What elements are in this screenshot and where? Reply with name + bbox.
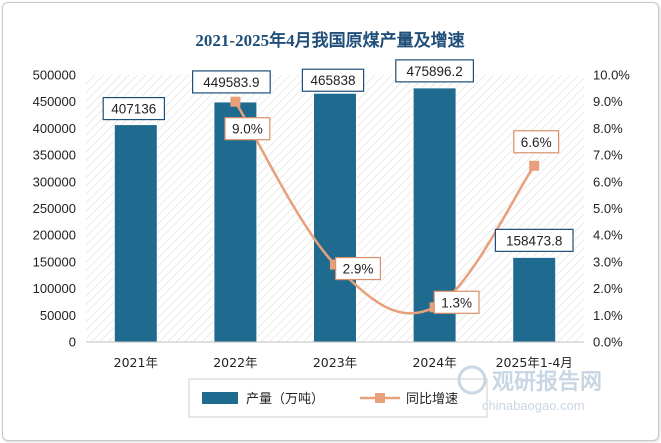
y-left-tick-label: 500000 bbox=[33, 68, 76, 83]
y-left-tick-label: 50000 bbox=[40, 308, 76, 323]
y-left-tick-label: 450000 bbox=[33, 94, 76, 109]
legend-bar-label: 产量（万吨） bbox=[246, 392, 324, 407]
line-data-label: 1.3% bbox=[441, 295, 472, 310]
watermark: 观研报告网 chinabaogao.com bbox=[457, 365, 602, 413]
line-data-label-box bbox=[335, 256, 382, 281]
y-left-tick-label: 100000 bbox=[33, 281, 76, 296]
y-right-tick-label: 3.0% bbox=[593, 254, 623, 269]
bar-data-label: 465838 bbox=[310, 73, 355, 88]
x-tick-label: 2024年 bbox=[412, 355, 456, 370]
x-tick-label: 2023年 bbox=[313, 355, 357, 370]
legend-bar-swatch bbox=[202, 392, 238, 404]
bar-data-label-box bbox=[301, 68, 365, 92]
line-data-label: 9.0% bbox=[232, 122, 263, 137]
bar-data-label: 449583.9 bbox=[203, 75, 259, 90]
line-data-label-box bbox=[224, 117, 271, 141]
y-left-tick-label: 350000 bbox=[33, 148, 76, 163]
growth-point bbox=[230, 96, 241, 107]
bar-data-label: 158473.8 bbox=[506, 233, 562, 248]
line-data-label: 6.6% bbox=[521, 135, 552, 150]
y-right-tick-label: 9.0% bbox=[593, 94, 623, 109]
line-data-label-box bbox=[513, 130, 560, 154]
bar-data-label: 407136 bbox=[111, 102, 156, 117]
bar-data-label-box bbox=[395, 59, 474, 83]
y-right-tick-label: 8.0% bbox=[593, 121, 623, 136]
growth-line bbox=[234, 101, 536, 315]
bar bbox=[113, 124, 158, 343]
y-left-tick-label: 0 bbox=[69, 335, 76, 350]
bar-data-label: 475896.2 bbox=[406, 64, 462, 79]
watermark-logo-icon bbox=[457, 365, 487, 395]
y-right-tick-label: 2.0% bbox=[593, 281, 623, 296]
bar-data-label-box bbox=[102, 96, 165, 121]
watermark-en: chinabaogao.com bbox=[482, 398, 585, 413]
legend-box bbox=[188, 378, 488, 418]
y-right-tick-label: 7.0% bbox=[593, 148, 623, 163]
line-data-label: 2.9% bbox=[343, 262, 374, 277]
y-right-tick-label: 6.0% bbox=[593, 174, 623, 189]
growth-point bbox=[529, 160, 540, 171]
x-tick-label: 2025年1-4月 bbox=[496, 355, 573, 370]
x-tick-label: 2022年 bbox=[213, 355, 257, 370]
y-left-tick-label: 300000 bbox=[33, 174, 76, 189]
y-right-tick-label: 5.0% bbox=[593, 201, 623, 216]
y-left-tick-label: 400000 bbox=[33, 121, 76, 136]
legend-line-label: 同比增速 bbox=[406, 392, 458, 407]
bar-data-label-box bbox=[494, 228, 574, 252]
y-left-tick-label: 150000 bbox=[33, 254, 76, 269]
y-right-tick-label: 1.0% bbox=[593, 308, 623, 323]
chart-title: 2021-2025年4月我国原煤产量及增速 bbox=[195, 30, 464, 50]
y-right-tick-label: 0.0% bbox=[593, 335, 623, 350]
bar-data-label-box bbox=[192, 70, 271, 94]
bar bbox=[512, 256, 557, 343]
y-right-tick-label: 4.0% bbox=[593, 228, 623, 243]
legend-line-marker bbox=[375, 393, 385, 403]
bar bbox=[313, 92, 357, 343]
y-left-tick-label: 200000 bbox=[33, 228, 76, 243]
legend: 产量（万吨） 同比增速 bbox=[188, 378, 488, 418]
y-left-tick-label: 250000 bbox=[33, 201, 76, 216]
y-right-tick-label: 10.0% bbox=[593, 68, 630, 83]
x-tick-label: 2021年 bbox=[114, 355, 158, 370]
line-data-label-box bbox=[433, 290, 480, 314]
watermark-cn: 观研报告网 bbox=[492, 370, 602, 395]
